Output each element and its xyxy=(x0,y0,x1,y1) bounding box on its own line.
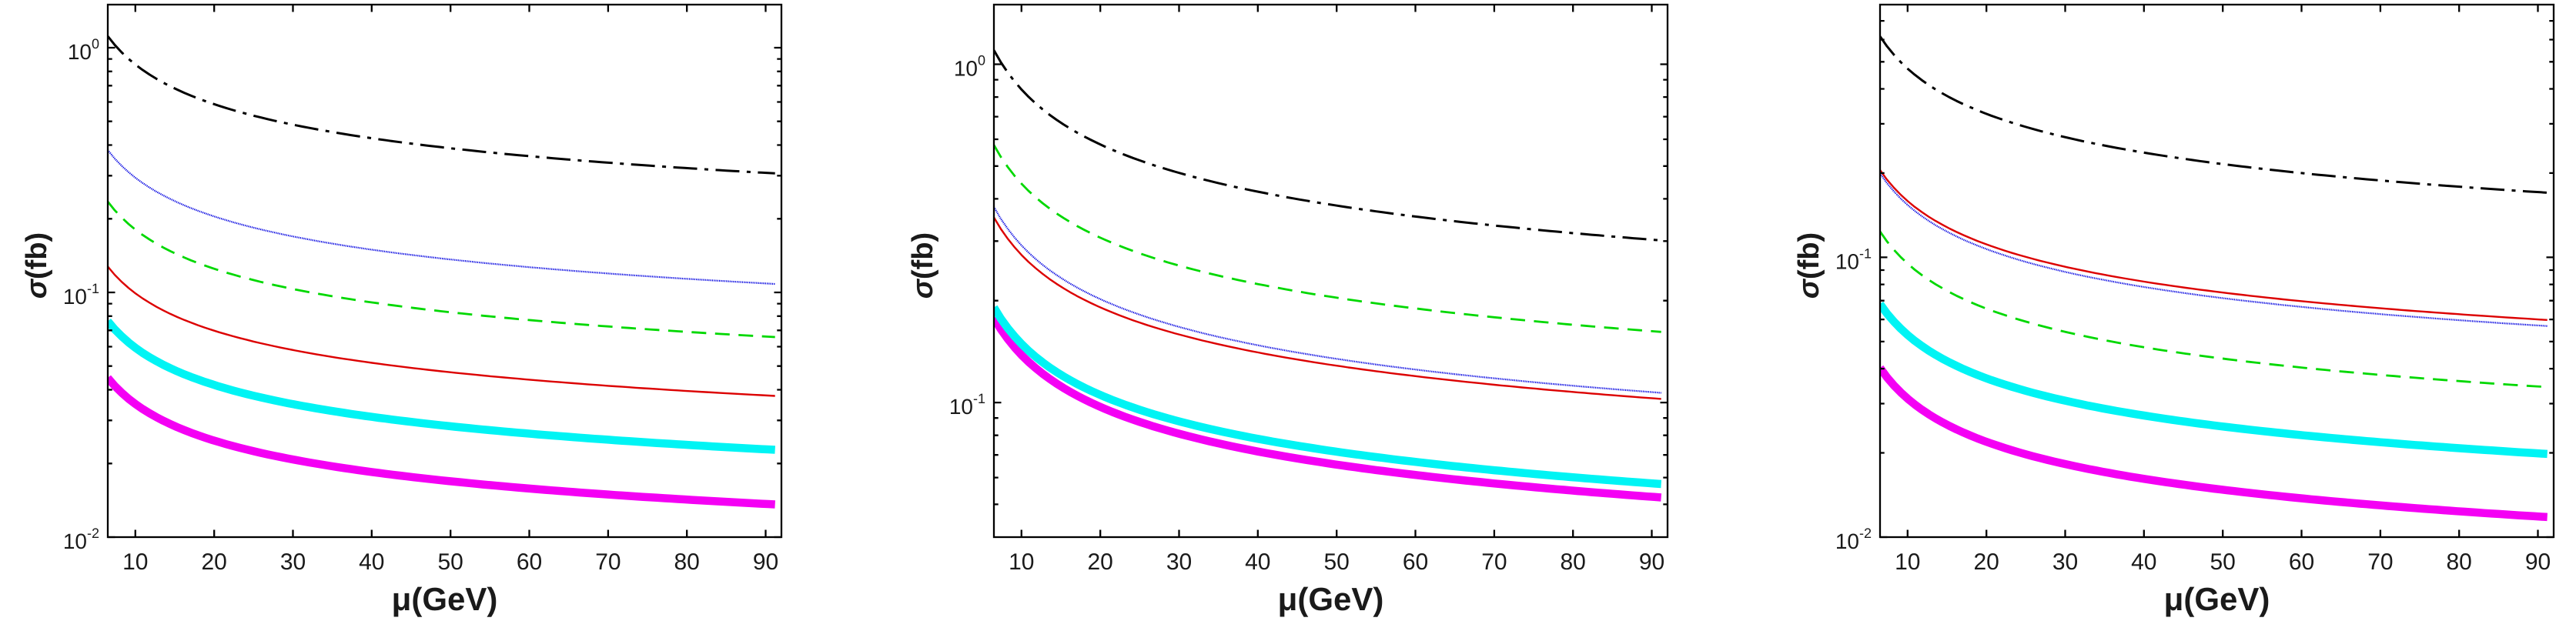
svg-text:20: 20 xyxy=(1088,549,1113,575)
svg-text:σ(fb): σ(fb) xyxy=(1793,232,1825,299)
svg-text:90: 90 xyxy=(2525,549,2551,575)
svg-text:40: 40 xyxy=(359,549,384,575)
svg-text:μ(GeV): μ(GeV) xyxy=(1278,581,1384,617)
svg-text:10: 10 xyxy=(1895,549,1920,575)
svg-text:70: 70 xyxy=(1481,549,1507,575)
svg-text:50: 50 xyxy=(1324,549,1350,575)
svg-text:30: 30 xyxy=(280,549,306,575)
svg-text:90: 90 xyxy=(753,549,778,575)
svg-text:80: 80 xyxy=(674,549,700,575)
svg-text:10: 10 xyxy=(1009,549,1034,575)
svg-text:40: 40 xyxy=(1245,549,1270,575)
svg-text:90: 90 xyxy=(1639,549,1664,575)
svg-text:60: 60 xyxy=(1403,549,1428,575)
svg-text:20: 20 xyxy=(202,549,227,575)
svg-text:80: 80 xyxy=(2447,549,2472,575)
svg-text:70: 70 xyxy=(595,549,621,575)
svg-text:50: 50 xyxy=(438,549,463,575)
svg-text:σ(fb): σ(fb) xyxy=(21,232,53,299)
svg-text:40: 40 xyxy=(2131,549,2156,575)
svg-text:50: 50 xyxy=(2210,549,2236,575)
svg-text:60: 60 xyxy=(517,549,542,575)
svg-text:70: 70 xyxy=(2367,549,2393,575)
svg-text:μ(GeV): μ(GeV) xyxy=(2164,581,2270,617)
svg-text:10: 10 xyxy=(122,549,148,575)
svg-text:30: 30 xyxy=(1166,549,1192,575)
svg-text:80: 80 xyxy=(1561,549,1586,575)
svg-text:20: 20 xyxy=(1974,549,1999,575)
svg-text:μ(GeV): μ(GeV) xyxy=(392,581,498,617)
svg-text:10-1: 10-1 xyxy=(63,281,99,309)
svg-text:30: 30 xyxy=(2052,549,2078,575)
svg-text:60: 60 xyxy=(2289,549,2314,575)
svg-text:σ(fb): σ(fb) xyxy=(907,232,939,299)
